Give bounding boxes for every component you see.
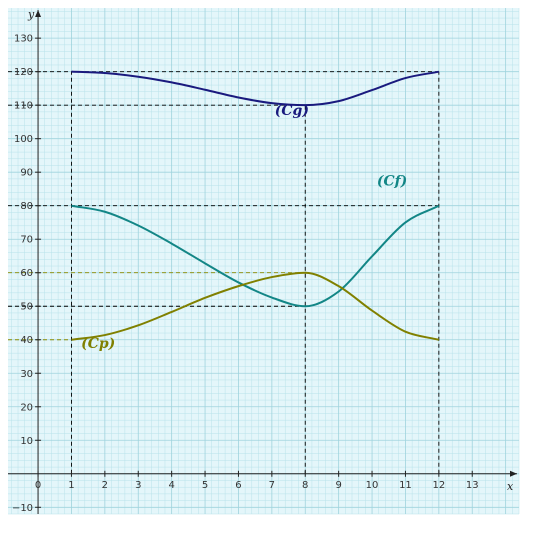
y-tick-label: 10 xyxy=(20,436,33,447)
minor-grid xyxy=(8,8,520,515)
curve-cf xyxy=(71,204,440,308)
x-tick-label: 2 xyxy=(102,480,108,491)
y-tick-label: 50 xyxy=(20,302,33,313)
curve-labels: (Cg) (Cf) (Cp) xyxy=(81,103,407,352)
curve-cg xyxy=(71,70,440,107)
x-axis-arrow xyxy=(510,470,517,477)
y-axis-arrow xyxy=(35,10,42,17)
x-tick-label: 9 xyxy=(335,480,341,491)
y-tick-label: 100 xyxy=(14,134,33,145)
curve-label-cg: (Cg) xyxy=(275,103,309,119)
curve-label-cp: (Cp) xyxy=(81,336,115,352)
x-tick-label: 3 xyxy=(135,480,141,491)
x-tick-label: 8 xyxy=(302,480,308,491)
x-tick-label: 5 xyxy=(202,480,208,491)
y-tick-label: −10 xyxy=(12,503,33,514)
x-tick-label: 12 xyxy=(432,480,445,491)
x-tick-label: 10 xyxy=(366,480,379,491)
x-tick-label: 1 xyxy=(68,480,74,491)
y-tick-label: 130 xyxy=(14,34,33,45)
tick-labels: 0 1 2 3 4 5 6 7 8 9 10 11 12 13−101020304050607080901… xyxy=(12,34,479,514)
x-tick-label: 6 xyxy=(235,480,241,491)
y-tick-label: 20 xyxy=(20,402,33,413)
x-axis-label: x xyxy=(507,480,514,493)
curve-label-cf: (Cf) xyxy=(377,174,407,190)
axes xyxy=(8,10,517,514)
y-tick-label: 110 xyxy=(14,101,33,112)
x-tick-label: 0 xyxy=(35,480,41,491)
y-tick-label: 80 xyxy=(20,201,33,212)
x-tick-label: 11 xyxy=(399,480,412,491)
x-tick-label: 7 xyxy=(269,480,275,491)
y-tick-label: 120 xyxy=(14,67,33,78)
y-tick-label: 30 xyxy=(20,369,33,380)
x-tick-label: 4 xyxy=(168,480,174,491)
y-tick-label: 70 xyxy=(20,235,33,246)
y-tick-label: 60 xyxy=(20,268,33,279)
y-tick-label: 90 xyxy=(20,168,33,179)
y-tick-label: 40 xyxy=(20,335,33,346)
plot-background xyxy=(8,8,519,514)
y-axis-label: y xyxy=(27,8,35,21)
x-tick-label: 13 xyxy=(466,480,479,491)
curve-cp xyxy=(71,271,440,341)
curves xyxy=(71,70,440,341)
